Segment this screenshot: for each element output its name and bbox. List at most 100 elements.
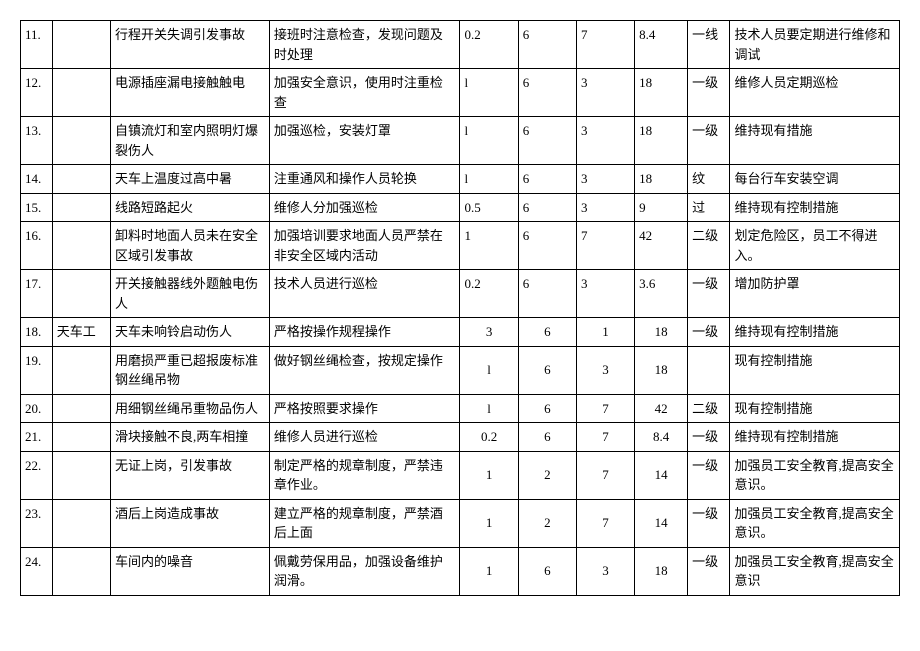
val-2: 6: [518, 547, 576, 595]
row-number: 17.: [21, 270, 53, 318]
val-2: 6: [518, 222, 576, 270]
job-type: [52, 451, 110, 499]
level: 一线: [688, 21, 730, 69]
val-3: 3: [576, 547, 634, 595]
val-1: 3: [460, 318, 518, 347]
level: 一级: [688, 318, 730, 347]
recommend: 维修人员定期巡检: [730, 69, 900, 117]
val-3: 3: [576, 193, 634, 222]
val-4: 18: [635, 346, 688, 394]
recommend: 现有控制措施: [730, 394, 900, 423]
val-1: 0.2: [460, 21, 518, 69]
hazard: 卸料时地面人员未在安全区域引发事故: [111, 222, 270, 270]
hazard: 用磨损严重已超报废标准钢丝绳吊物: [111, 346, 270, 394]
measure: 维修人分加强巡检: [269, 193, 460, 222]
row-number: 11.: [21, 21, 53, 69]
row-number: 12.: [21, 69, 53, 117]
recommend: 加强员工安全教育,提高安全意识: [730, 547, 900, 595]
val-2: 6: [518, 117, 576, 165]
recommend: 划定危险区，员工不得进入。: [730, 222, 900, 270]
job-type: [52, 69, 110, 117]
table-row: 21.滑块接触不良,两车相撞维修人员进行巡检0.2678.4一级维持现有控制措施: [21, 423, 900, 452]
table-row: 12.电源插座漏电接触触电加强安全意识，使用时注重检查l6318一级维修人员定期…: [21, 69, 900, 117]
val-4: 9: [635, 193, 688, 222]
measure: 维修人员进行巡检: [269, 423, 460, 452]
row-number: 19.: [21, 346, 53, 394]
val-3: 7: [576, 394, 634, 423]
val-2: 6: [518, 21, 576, 69]
val-4: 18: [635, 318, 688, 347]
hazard: 电源插座漏电接触触电: [111, 69, 270, 117]
val-4: 18: [635, 547, 688, 595]
row-number: 15.: [21, 193, 53, 222]
table-row: 20.用细钢丝绳吊重物品伤人严格按照要求操作l6742二级现有控制措施: [21, 394, 900, 423]
measure: 建立严格的规章制度，严禁酒后上面: [269, 499, 460, 547]
job-type: 天车工: [52, 318, 110, 347]
val-3: 3: [576, 165, 634, 194]
hazard: 自镇流灯和室内照明灯爆裂伤人: [111, 117, 270, 165]
row-number: 18.: [21, 318, 53, 347]
level: 二级: [688, 222, 730, 270]
recommend: 维持现有控制措施: [730, 423, 900, 452]
row-number: 24.: [21, 547, 53, 595]
val-2: 6: [518, 193, 576, 222]
hazard: 线路短路起火: [111, 193, 270, 222]
job-type: [52, 117, 110, 165]
table-row: 16.卸料时地面人员未在安全区域引发事故加强培训要求地面人员严禁在非安全区域内活…: [21, 222, 900, 270]
val-1: 1: [460, 547, 518, 595]
val-4: 3.6: [635, 270, 688, 318]
row-number: 13.: [21, 117, 53, 165]
val-1: l: [460, 165, 518, 194]
table-row: 15.线路短路起火维修人分加强巡检0.5639过维持现有控制措施: [21, 193, 900, 222]
val-1: 0.5: [460, 193, 518, 222]
table-row: 23.酒后上岗造成事故建立严格的规章制度，严禁酒后上面12714一级加强员工安全…: [21, 499, 900, 547]
job-type: [52, 21, 110, 69]
table-row: 17.开关接触器线外题触电伤人技术人员进行巡检0.2633.6一级增加防护罩: [21, 270, 900, 318]
hazard: 天车未响铃启动伤人: [111, 318, 270, 347]
val-2: 6: [518, 270, 576, 318]
measure: 加强巡检，安装灯罩: [269, 117, 460, 165]
table-row: 24.车间内的噪音佩戴劳保用品，加强设备维护润滑。16318一级加强员工安全教育…: [21, 547, 900, 595]
level: 过: [688, 193, 730, 222]
val-1: l: [460, 117, 518, 165]
table-row: 22.无证上岗，引发事故制定严格的规章制度，严禁违章作业。12714一级加强员工…: [21, 451, 900, 499]
val-3: 3: [576, 270, 634, 318]
job-type: [52, 423, 110, 452]
val-2: 6: [518, 394, 576, 423]
val-3: 7: [576, 21, 634, 69]
level: 一级: [688, 451, 730, 499]
recommend: 技术人员要定期进行维修和调试: [730, 21, 900, 69]
level: 一级: [688, 499, 730, 547]
table-row: 18.天车工天车未响铃启动伤人严格按操作规程操作36118一级维持现有控制措施: [21, 318, 900, 347]
recommend: 维持现有措施: [730, 117, 900, 165]
hazard: 天车上温度过高中暑: [111, 165, 270, 194]
job-type: [52, 394, 110, 423]
recommend: 维持现有控制措施: [730, 318, 900, 347]
measure: 注重通风和操作人员轮换: [269, 165, 460, 194]
val-4: 8.4: [635, 423, 688, 452]
risk-table: 11.行程开关失调引发事故接班时注意检查，发现问题及时处理0.2678.4一线技…: [20, 20, 900, 596]
measure: 制定严格的规章制度，严禁违章作业。: [269, 451, 460, 499]
level: 二级: [688, 394, 730, 423]
recommend: 增加防护罩: [730, 270, 900, 318]
level: 一级: [688, 117, 730, 165]
val-4: 18: [635, 117, 688, 165]
val-2: 6: [518, 165, 576, 194]
recommend: 每台行车安装空调: [730, 165, 900, 194]
val-3: 7: [576, 222, 634, 270]
row-number: 16.: [21, 222, 53, 270]
job-type: [52, 165, 110, 194]
val-3: 7: [576, 423, 634, 452]
hazard: 用细钢丝绳吊重物品伤人: [111, 394, 270, 423]
val-2: 6: [518, 346, 576, 394]
measure: 技术人员进行巡检: [269, 270, 460, 318]
job-type: [52, 547, 110, 595]
val-4: 42: [635, 222, 688, 270]
recommend: 加强员工安全教育,提高安全意识。: [730, 499, 900, 547]
measure: 严格按照要求操作: [269, 394, 460, 423]
val-3: 3: [576, 69, 634, 117]
row-number: 20.: [21, 394, 53, 423]
measure: 严格按操作规程操作: [269, 318, 460, 347]
level: 一级: [688, 270, 730, 318]
level: 一级: [688, 547, 730, 595]
